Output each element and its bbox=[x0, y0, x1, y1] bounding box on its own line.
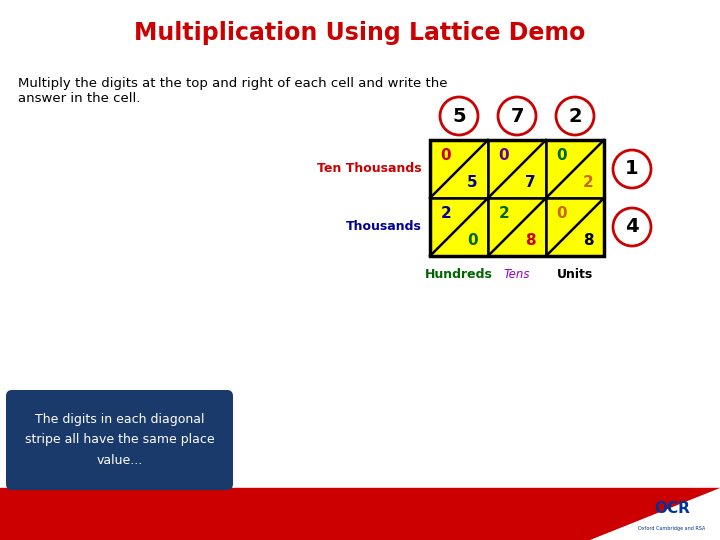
Text: 2: 2 bbox=[498, 206, 509, 221]
Text: 5: 5 bbox=[452, 106, 466, 125]
Text: 0: 0 bbox=[557, 206, 567, 221]
Bar bbox=[488, 140, 546, 198]
Text: Units: Units bbox=[557, 267, 593, 280]
Text: Multiply the digits at the top and right of each cell and write the: Multiply the digits at the top and right… bbox=[18, 78, 448, 91]
Circle shape bbox=[613, 208, 651, 246]
Text: 1: 1 bbox=[625, 159, 639, 179]
Bar bbox=[0, 488, 720, 540]
Text: answer in the cell.: answer in the cell. bbox=[18, 92, 140, 105]
Text: 0: 0 bbox=[441, 148, 451, 163]
Text: 2: 2 bbox=[583, 175, 594, 190]
Text: Ten Thousands: Ten Thousands bbox=[318, 163, 422, 176]
Circle shape bbox=[440, 97, 478, 135]
Text: 0: 0 bbox=[467, 233, 477, 248]
FancyBboxPatch shape bbox=[6, 390, 233, 490]
Text: Thousands: Thousands bbox=[346, 220, 422, 233]
Text: 7: 7 bbox=[525, 175, 536, 190]
Text: 5: 5 bbox=[467, 175, 477, 190]
Bar bbox=[546, 140, 604, 198]
Text: 2: 2 bbox=[441, 206, 451, 221]
Bar bbox=[430, 140, 488, 198]
Text: 2: 2 bbox=[568, 106, 582, 125]
Text: 4: 4 bbox=[625, 218, 639, 237]
Text: OCR: OCR bbox=[654, 501, 690, 516]
Text: 8: 8 bbox=[525, 233, 536, 248]
Text: 0: 0 bbox=[557, 148, 567, 163]
Text: 7: 7 bbox=[510, 106, 523, 125]
Bar bbox=[488, 198, 546, 256]
Circle shape bbox=[613, 150, 651, 188]
Circle shape bbox=[556, 97, 594, 135]
Polygon shape bbox=[590, 488, 720, 540]
Text: Oxford Cambridge and RSA: Oxford Cambridge and RSA bbox=[639, 526, 706, 531]
Text: The digits in each diagonal
stripe all have the same place
value...: The digits in each diagonal stripe all h… bbox=[24, 414, 215, 467]
Bar bbox=[430, 198, 488, 256]
Bar bbox=[546, 198, 604, 256]
Bar bbox=[430, 140, 604, 256]
Text: 8: 8 bbox=[583, 233, 594, 248]
Text: Multiplication Using Lattice Demo: Multiplication Using Lattice Demo bbox=[135, 21, 585, 45]
Circle shape bbox=[498, 97, 536, 135]
Text: Hundreds: Hundreds bbox=[425, 267, 493, 280]
Text: 0: 0 bbox=[498, 148, 509, 163]
Text: Tens: Tens bbox=[504, 267, 530, 280]
